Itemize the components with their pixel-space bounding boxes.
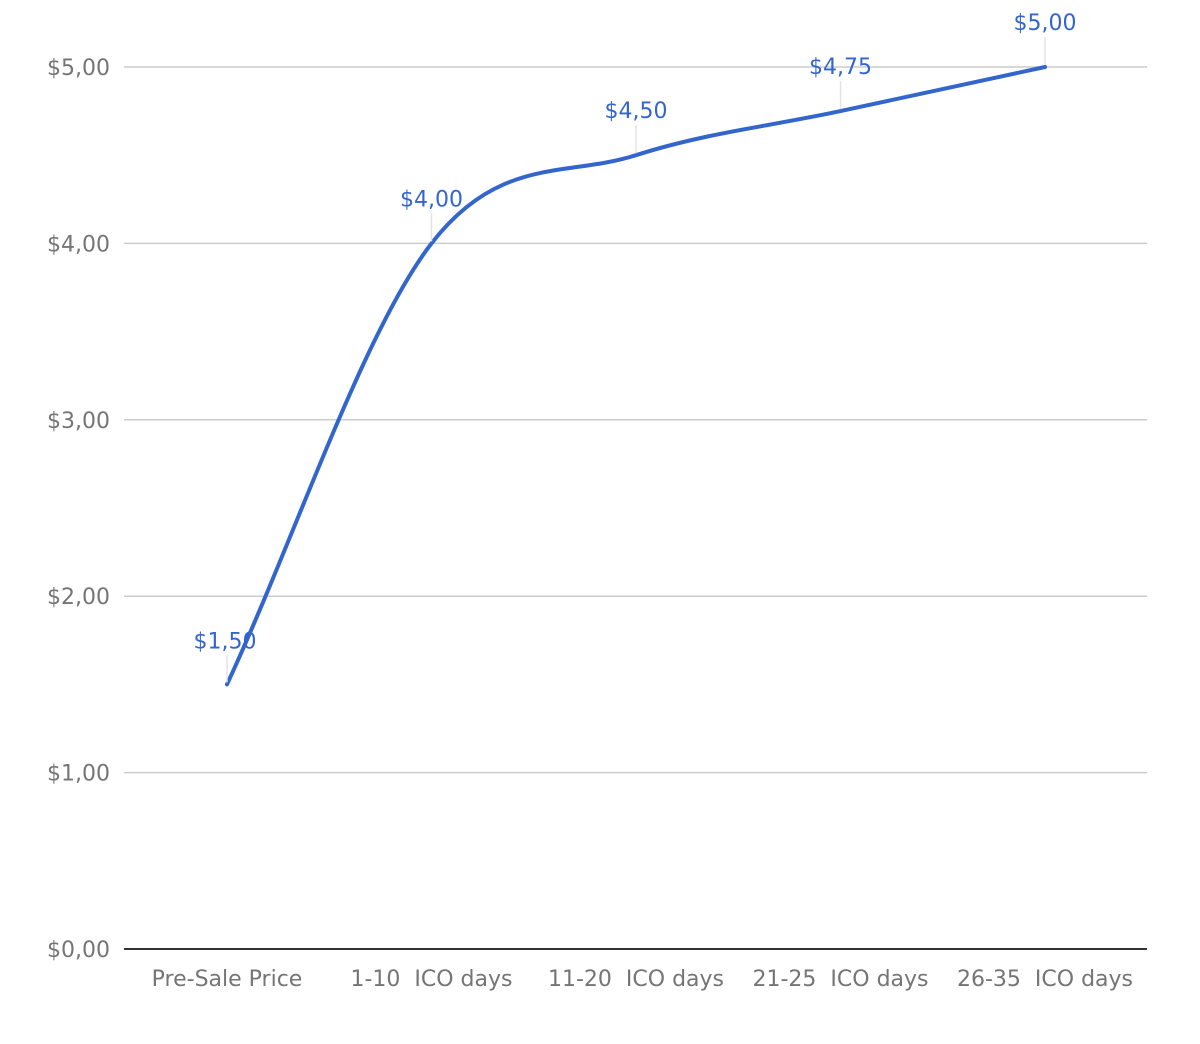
y-tick-label: $0,00 <box>47 938 110 963</box>
x-tick-label: Pre-Sale Price <box>152 967 303 992</box>
y-tick-label: $5,00 <box>47 56 110 81</box>
y-tick-label: $4,00 <box>47 232 110 257</box>
data-label: $4,00 <box>400 187 463 212</box>
y-axis-tick-labels: $0,00 $1,00 $2,00 $3,00 $4,00 $5,00 <box>47 56 110 963</box>
x-tick-label: 1-10 ICO days <box>350 967 512 992</box>
gridlines <box>124 66 1147 950</box>
data-label: $4,50 <box>605 99 668 124</box>
data-label: $5,00 <box>1014 11 1077 36</box>
series-group <box>225 65 1047 687</box>
x-tick-label: 11-20 ICO days <box>548 967 724 992</box>
data-labels: $1,50 $4,00 $4,50 $4,75 $5,00 <box>194 11 1077 683</box>
y-tick-label: $2,00 <box>47 585 110 610</box>
x-axis-tick-labels: Pre-Sale Price 1-10 ICO days 11-20 ICO day… <box>152 967 1133 992</box>
x-tick-label: 21-25 ICO days <box>753 967 929 992</box>
y-tick-label: $3,00 <box>47 409 110 434</box>
y-tick-label: $1,00 <box>47 762 110 787</box>
data-label: $4,75 <box>809 55 872 80</box>
series-line <box>225 65 1047 687</box>
x-tick-label: 26-35 ICO days <box>957 967 1133 992</box>
data-label: $1,50 <box>194 629 257 654</box>
